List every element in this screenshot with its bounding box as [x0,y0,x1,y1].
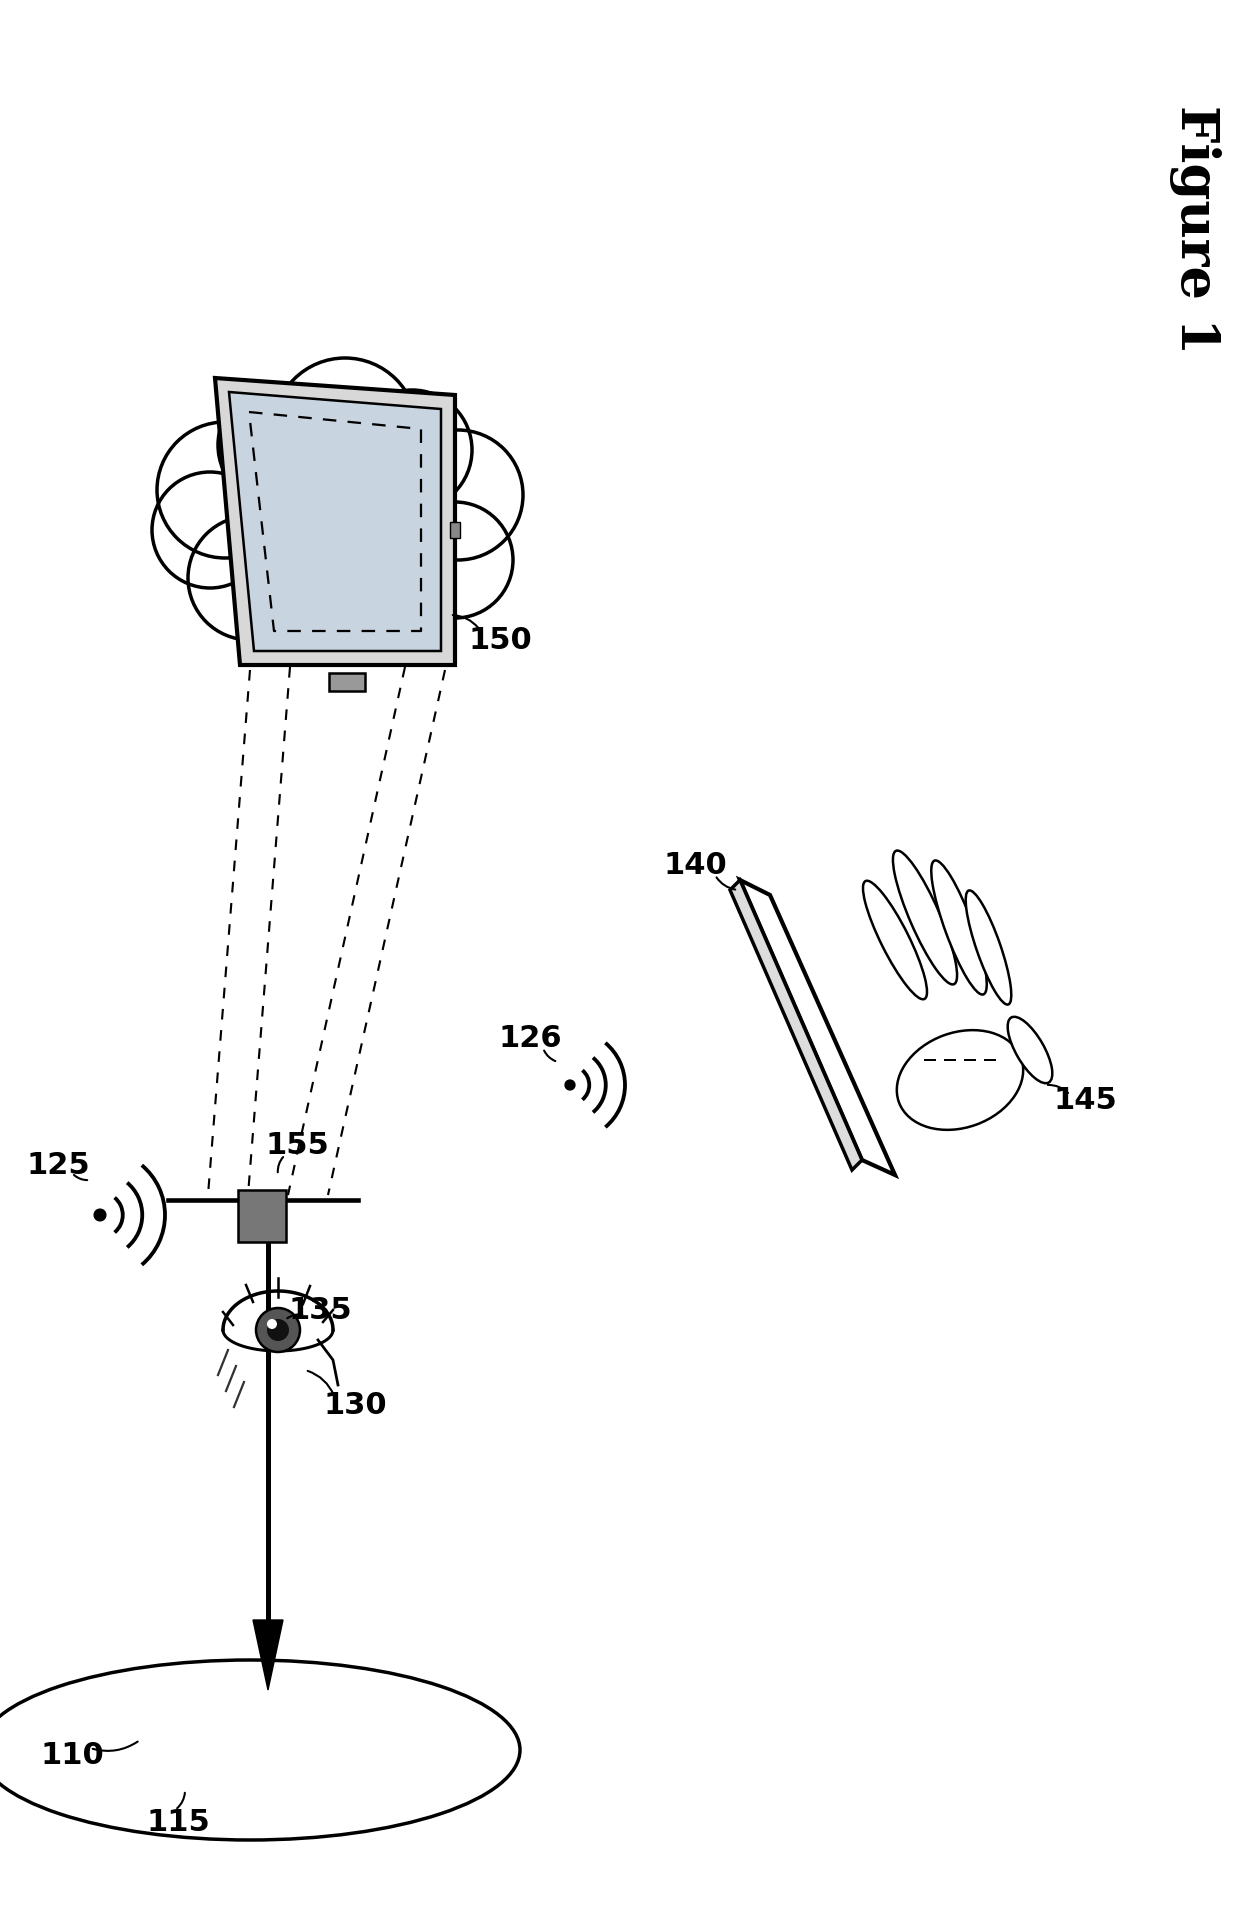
Text: 110: 110 [40,1741,104,1769]
Circle shape [94,1209,105,1220]
Ellipse shape [863,881,928,1000]
Polygon shape [229,391,441,651]
Polygon shape [215,378,455,666]
Circle shape [157,422,293,558]
Circle shape [565,1080,575,1090]
Text: 115: 115 [146,1808,210,1836]
Text: 125: 125 [26,1151,89,1180]
Bar [450,522,460,537]
Circle shape [267,1318,289,1341]
Ellipse shape [931,860,987,994]
Circle shape [393,430,523,560]
Ellipse shape [893,850,957,984]
Circle shape [267,1318,277,1330]
Ellipse shape [897,1031,1023,1130]
Circle shape [273,359,417,503]
Text: 145: 145 [1053,1086,1117,1115]
Circle shape [188,516,312,641]
Polygon shape [740,881,895,1174]
Text: 135: 135 [288,1295,352,1324]
Ellipse shape [1008,1017,1053,1082]
Circle shape [397,503,513,618]
Polygon shape [730,881,862,1171]
Polygon shape [253,1620,283,1691]
Text: 155: 155 [265,1130,329,1159]
Text: 126: 126 [498,1023,562,1052]
Text: 130: 130 [324,1391,387,1420]
Circle shape [153,472,268,587]
Circle shape [218,384,342,507]
Bar [329,674,365,691]
Bar [238,1190,286,1242]
Circle shape [255,1309,300,1353]
Ellipse shape [966,890,1012,1004]
Text: Figure 1: Figure 1 [1169,106,1221,355]
Text: 140: 140 [663,850,727,879]
Circle shape [260,541,379,662]
Circle shape [340,535,450,645]
Text: 150: 150 [469,626,532,654]
Circle shape [352,390,472,510]
